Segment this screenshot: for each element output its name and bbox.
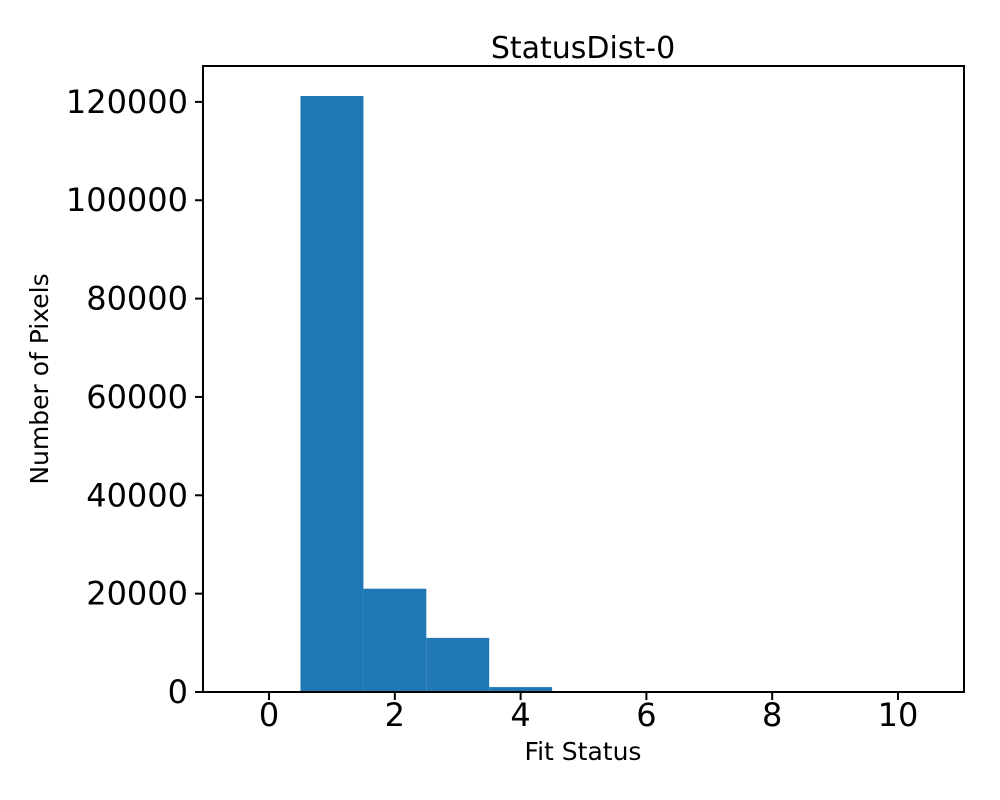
x-tick-label: 6 [636, 696, 656, 734]
axes-frame [202, 65, 965, 693]
histogram-bar [300, 96, 364, 692]
y-tick-label: 60000 [86, 378, 188, 416]
y-tick-label: 100000 [66, 181, 188, 219]
x-tick-label: 8 [762, 696, 782, 734]
x-tick-label: 4 [510, 696, 530, 734]
chart-title: StatusDist-0 [491, 31, 675, 66]
bars-group [300, 96, 553, 692]
y-tick-label: 40000 [86, 476, 188, 514]
histogram-bar [363, 588, 427, 692]
y-tick-label: 80000 [86, 280, 188, 318]
y-axis-label: Number of Pixels [25, 273, 54, 484]
x-tick-label: 0 [259, 696, 279, 734]
y-tick-label: 20000 [86, 575, 188, 613]
x-axis-label: Fit Status [525, 737, 642, 766]
y-tick-label: 120000 [66, 83, 188, 121]
y-axis-ticks-group: 0 20000 40000 60000 80000 100000 120000 [66, 83, 203, 711]
histogram-bar [426, 637, 490, 692]
histogram-bar [489, 687, 553, 692]
x-tick-label: 2 [385, 696, 405, 734]
x-tick-label: 10 [878, 696, 919, 734]
y-tick-label: 0 [168, 673, 188, 711]
x-axis-ticks-group: 0 2 4 6 8 10 [259, 692, 918, 734]
